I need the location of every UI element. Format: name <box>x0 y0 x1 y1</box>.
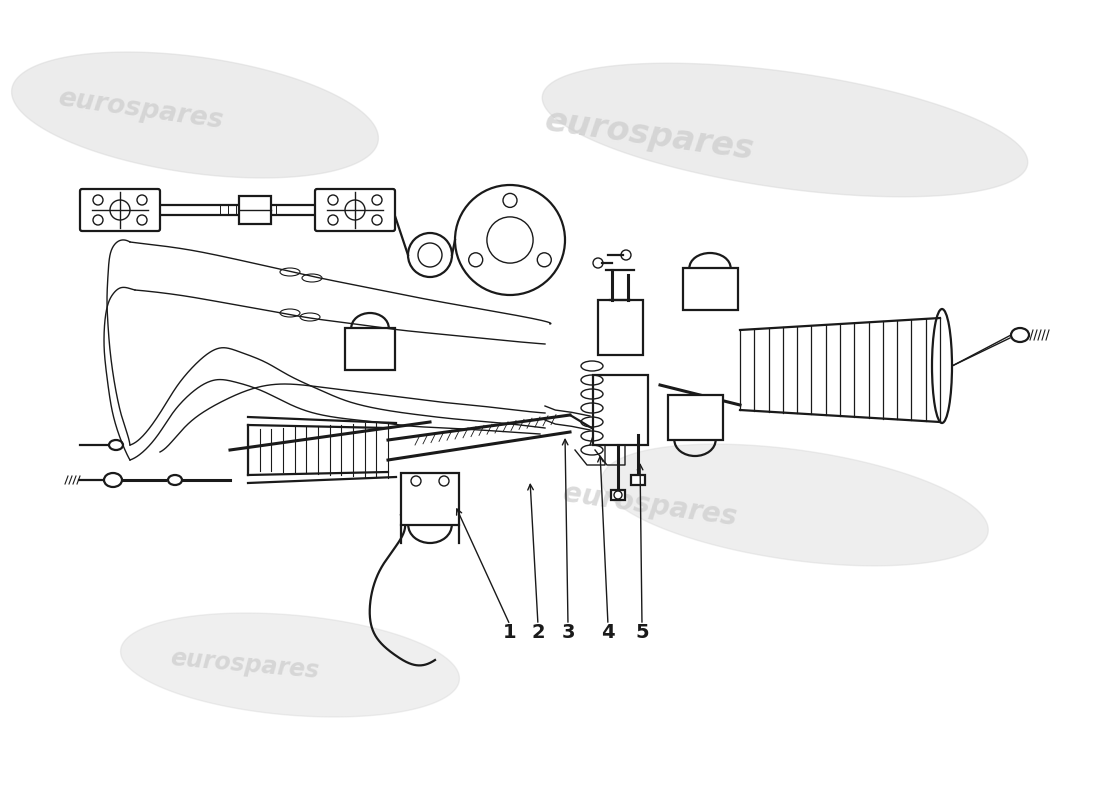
Text: 4: 4 <box>602 623 615 642</box>
FancyBboxPatch shape <box>631 475 645 485</box>
FancyBboxPatch shape <box>315 189 395 231</box>
Text: 2: 2 <box>531 623 544 642</box>
Text: eurospares: eurospares <box>56 86 224 134</box>
FancyBboxPatch shape <box>239 196 271 224</box>
Polygon shape <box>542 63 1027 197</box>
FancyBboxPatch shape <box>610 490 625 500</box>
Text: 3: 3 <box>561 623 574 642</box>
FancyBboxPatch shape <box>683 268 738 310</box>
Polygon shape <box>121 613 460 717</box>
Text: 5: 5 <box>635 623 649 642</box>
Text: eurospares: eurospares <box>543 104 757 166</box>
FancyBboxPatch shape <box>593 375 648 445</box>
Text: 1: 1 <box>503 623 517 642</box>
Text: eurospares: eurospares <box>561 479 739 531</box>
FancyBboxPatch shape <box>80 189 160 231</box>
Polygon shape <box>12 52 378 178</box>
Text: eurospares: eurospares <box>169 646 320 683</box>
FancyBboxPatch shape <box>402 473 459 525</box>
FancyBboxPatch shape <box>668 395 723 440</box>
FancyBboxPatch shape <box>345 328 395 370</box>
FancyBboxPatch shape <box>598 300 644 355</box>
Polygon shape <box>602 444 988 566</box>
